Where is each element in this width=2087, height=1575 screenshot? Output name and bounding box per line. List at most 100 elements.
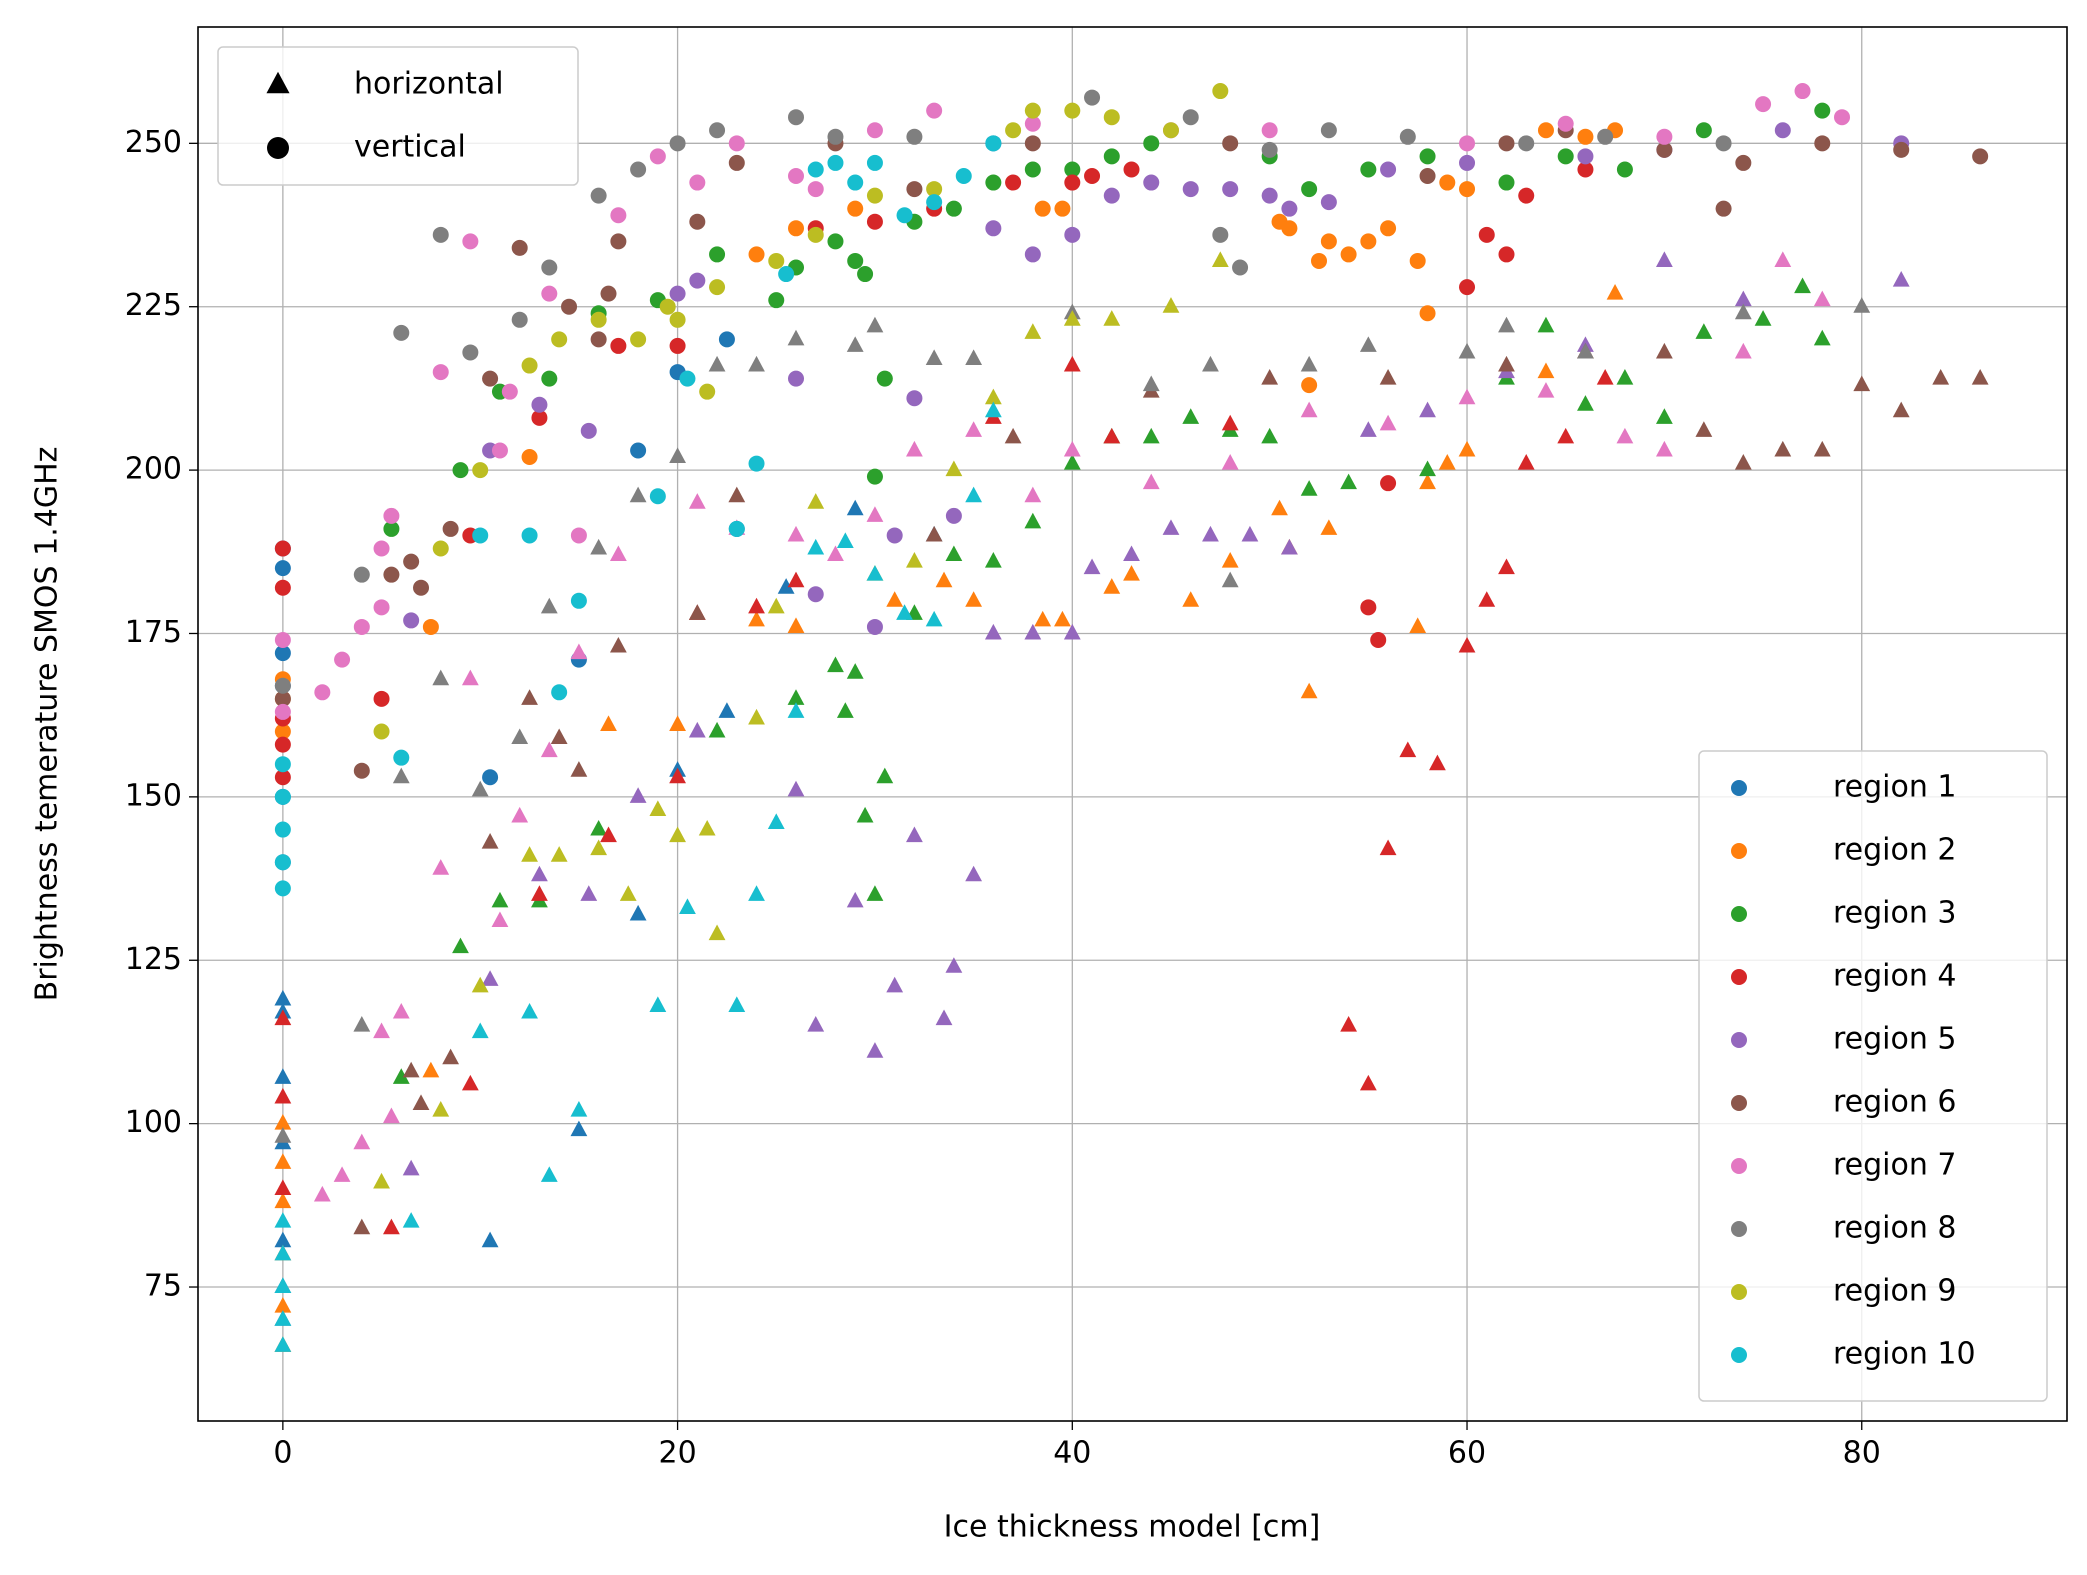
point bbox=[1459, 135, 1476, 152]
point bbox=[1813, 440, 1831, 457]
point bbox=[274, 880, 291, 897]
legend-marker bbox=[1731, 1095, 1747, 1111]
legend-label: region 2 bbox=[1833, 833, 1957, 868]
point bbox=[1340, 473, 1358, 490]
point bbox=[1063, 623, 1081, 640]
point bbox=[274, 677, 291, 694]
point bbox=[353, 1218, 371, 1235]
legend-label: vertical bbox=[354, 130, 466, 165]
point bbox=[728, 486, 746, 503]
point bbox=[1024, 135, 1041, 152]
point bbox=[1360, 599, 1377, 616]
point bbox=[1360, 161, 1377, 178]
point bbox=[432, 226, 449, 243]
point bbox=[788, 109, 805, 126]
point bbox=[1261, 369, 1279, 385]
point bbox=[945, 200, 962, 217]
point bbox=[373, 599, 390, 616]
point bbox=[570, 592, 587, 609]
y-tick-label: 150 bbox=[125, 778, 182, 813]
point bbox=[1005, 174, 1022, 191]
point bbox=[1537, 362, 1555, 379]
point bbox=[876, 767, 894, 784]
point bbox=[373, 723, 390, 740]
point bbox=[1380, 220, 1397, 237]
point bbox=[1311, 252, 1328, 269]
point bbox=[847, 200, 864, 217]
point bbox=[402, 1212, 420, 1228]
point bbox=[471, 780, 489, 797]
point bbox=[935, 1009, 953, 1026]
point bbox=[984, 551, 1002, 568]
point bbox=[531, 409, 548, 426]
point bbox=[1419, 473, 1436, 490]
point bbox=[945, 460, 963, 477]
point bbox=[688, 493, 706, 509]
point bbox=[1300, 480, 1318, 496]
point bbox=[866, 122, 883, 139]
point bbox=[392, 1068, 410, 1084]
point bbox=[1577, 395, 1594, 411]
point bbox=[1024, 115, 1041, 132]
point bbox=[1024, 623, 1042, 640]
point bbox=[274, 1310, 292, 1326]
point bbox=[1261, 122, 1278, 139]
point bbox=[748, 455, 765, 472]
point bbox=[1034, 610, 1052, 627]
point bbox=[442, 1048, 460, 1065]
point bbox=[629, 787, 647, 803]
point bbox=[1774, 122, 1791, 139]
point bbox=[491, 442, 508, 459]
point bbox=[491, 891, 509, 908]
point bbox=[373, 540, 390, 557]
point bbox=[1695, 421, 1713, 437]
point bbox=[688, 721, 706, 738]
legend-marker bbox=[266, 71, 290, 94]
point bbox=[965, 486, 983, 503]
point bbox=[274, 1114, 292, 1130]
point bbox=[521, 689, 538, 705]
point bbox=[1715, 200, 1732, 217]
point bbox=[482, 370, 499, 387]
point bbox=[679, 898, 696, 914]
point bbox=[540, 1166, 558, 1182]
point bbox=[521, 846, 538, 862]
point bbox=[659, 298, 676, 315]
point bbox=[1142, 375, 1160, 392]
point bbox=[471, 976, 489, 993]
point bbox=[866, 187, 883, 204]
x-tick-label: 20 bbox=[658, 1436, 696, 1471]
point bbox=[422, 618, 439, 635]
point bbox=[580, 422, 597, 439]
point bbox=[1142, 473, 1160, 490]
point bbox=[768, 252, 785, 269]
point bbox=[866, 213, 883, 230]
point bbox=[1143, 135, 1160, 152]
point bbox=[1103, 187, 1120, 204]
point bbox=[1379, 839, 1397, 856]
point bbox=[412, 1094, 430, 1111]
point bbox=[481, 970, 499, 986]
point bbox=[709, 246, 726, 263]
point bbox=[1084, 89, 1101, 106]
point bbox=[984, 388, 1002, 405]
point bbox=[274, 1153, 292, 1169]
point bbox=[590, 331, 607, 348]
x-tick-label: 60 bbox=[1448, 1436, 1486, 1471]
point bbox=[689, 272, 706, 289]
point bbox=[1616, 427, 1634, 444]
point bbox=[1537, 316, 1555, 333]
point bbox=[1606, 284, 1624, 300]
point bbox=[896, 207, 913, 224]
point bbox=[274, 1244, 292, 1261]
point bbox=[531, 865, 548, 882]
y-axis-label: Brightness temerature SMOS 1.4GHz bbox=[30, 447, 65, 1002]
point bbox=[550, 728, 568, 745]
point bbox=[1734, 453, 1752, 470]
point bbox=[788, 370, 805, 387]
point bbox=[857, 266, 874, 283]
point bbox=[1577, 342, 1594, 359]
point bbox=[925, 525, 943, 542]
legend-label: region 7 bbox=[1833, 1148, 1957, 1183]
